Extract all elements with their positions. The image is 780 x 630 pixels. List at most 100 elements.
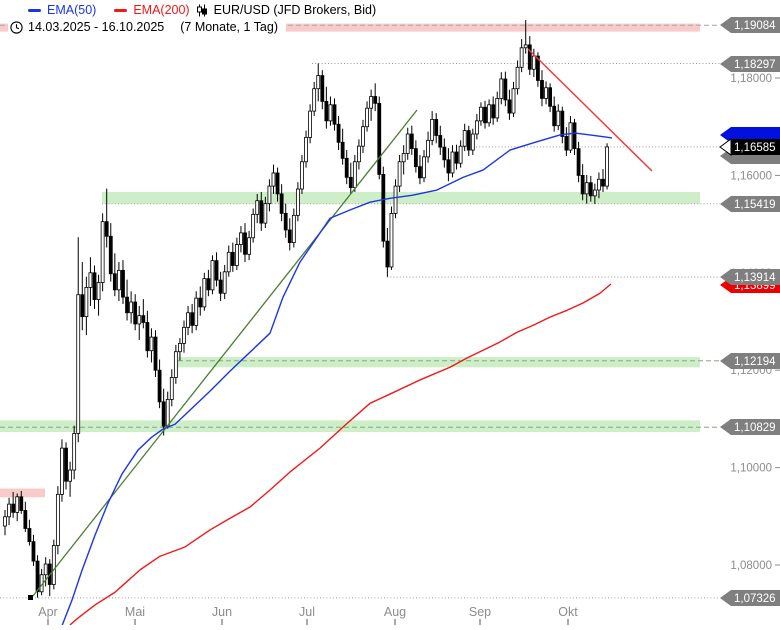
candle-down[interactable] (287, 229, 292, 244)
candle-down[interactable] (11, 503, 16, 513)
candle-up[interactable] (479, 106, 483, 122)
month-label[interactable]: Sep (469, 605, 491, 619)
month-label[interactable]: Aug (384, 605, 406, 619)
ema50-line[interactable] (60, 132, 613, 629)
candle-down[interactable] (104, 221, 109, 237)
candle-down[interactable] (35, 560, 40, 593)
candle-down[interactable] (198, 297, 203, 308)
candle-down[interactable] (527, 44, 532, 70)
candle-down[interactable] (157, 369, 162, 403)
candle-down[interactable] (121, 269, 125, 298)
candle-up[interactable] (291, 214, 296, 244)
candle-down[interactable] (243, 232, 247, 255)
candle-down[interactable] (31, 541, 36, 562)
candle-down[interactable] (259, 200, 264, 224)
candle-down[interactable] (580, 174, 585, 195)
candle-up[interactable] (182, 326, 186, 344)
candle-up[interactable] (487, 104, 491, 124)
candle-down[interactable] (572, 122, 577, 150)
candle-up[interactable] (165, 399, 170, 427)
candle-up[interactable] (100, 221, 105, 283)
candle-up[interactable] (117, 269, 121, 291)
candle-up[interactable] (592, 189, 597, 197)
candle-up[interactable] (568, 122, 573, 151)
ema50-legend-label[interactable]: EMA(50) (47, 3, 97, 17)
month-label[interactable]: Jun (212, 605, 232, 619)
candle-up[interactable] (234, 244, 239, 266)
candle-down[interactable] (340, 141, 345, 159)
candle-up[interactable] (515, 66, 520, 90)
candle-up[interactable] (519, 47, 524, 68)
candle-up[interactable] (3, 516, 7, 527)
candle-up[interactable] (255, 200, 260, 215)
candle-up[interactable] (304, 137, 308, 163)
candle-down[interactable] (320, 75, 325, 102)
candle-down[interactable] (466, 130, 471, 151)
candle-down[interactable] (19, 496, 24, 511)
candle-up[interactable] (247, 237, 251, 255)
candle-down[interactable] (190, 312, 195, 326)
candle-down[interactable] (483, 106, 487, 124)
candle-up[interactable] (194, 297, 199, 326)
candle-down[interactable] (491, 104, 496, 119)
candle-up[interactable] (397, 161, 402, 187)
candle-down[interactable] (434, 118, 439, 136)
candle-up[interactable] (202, 278, 207, 308)
candle-up[interactable] (458, 145, 463, 164)
candle-up[interactable] (462, 130, 467, 147)
candle-down[interactable] (283, 212, 288, 231)
candle-down[interactable] (141, 315, 146, 323)
candle-down[interactable] (377, 102, 382, 175)
candle-up[interactable] (51, 545, 56, 585)
candle-down[interactable] (601, 178, 605, 187)
candle-up[interactable] (173, 351, 178, 378)
candle-down[interactable] (125, 296, 129, 314)
candle-up[interactable] (422, 156, 426, 179)
candle-down[interactable] (409, 133, 414, 150)
candle-up[interactable] (511, 88, 516, 114)
candle-down[interactable] (206, 278, 211, 291)
candle-up[interactable] (389, 212, 394, 268)
candle-down[interactable] (418, 166, 422, 179)
trendline-anchor-handle[interactable] (28, 595, 33, 600)
candle-up[interactable] (43, 563, 48, 576)
candle-down[interactable] (133, 301, 138, 325)
candle-down[interactable] (324, 100, 329, 122)
candle-down[interactable] (80, 294, 85, 318)
candle-down[interactable] (64, 447, 68, 482)
candle-up[interactable] (357, 145, 361, 163)
candle-up[interactable] (60, 447, 64, 495)
candle-up[interactable] (308, 110, 313, 138)
candle-up[interactable] (55, 493, 60, 546)
candle-down[interactable] (446, 159, 451, 174)
candle-up[interactable] (523, 44, 528, 49)
candle-down[interactable] (145, 322, 150, 352)
candle-up[interactable] (369, 96, 374, 109)
candle-up[interactable] (210, 260, 215, 291)
candle-up[interactable] (531, 55, 536, 70)
candle-up[interactable] (68, 469, 72, 482)
candle-down[interactable] (332, 104, 337, 125)
candle-up[interactable] (88, 272, 93, 288)
candle-down[interactable] (552, 105, 557, 127)
month-label[interactable]: Okt (558, 605, 578, 619)
candle-up[interactable] (15, 496, 20, 513)
candle-down[interactable] (214, 260, 219, 281)
candle-down[interactable] (230, 251, 235, 266)
candle-up[interactable] (352, 161, 357, 188)
candle-down[interactable] (27, 528, 32, 543)
candle-down[interactable] (112, 273, 117, 291)
candle-up[interactable] (129, 301, 134, 314)
candle-up[interactable] (393, 185, 398, 214)
candle-up[interactable] (149, 336, 154, 352)
candle-up[interactable] (584, 182, 589, 195)
candle-up[interactable] (312, 88, 317, 112)
candle-up[interactable] (267, 185, 272, 205)
candle-down[interactable] (560, 110, 565, 137)
candle-down[interactable] (576, 148, 581, 176)
candle-down[interactable] (336, 123, 341, 143)
symbol-title[interactable]: EUR/USD (JFD Brokers, Bid) (213, 3, 377, 17)
candle-up[interactable] (72, 433, 77, 471)
candle-up[interactable] (169, 377, 174, 400)
candle-down[interactable] (454, 151, 459, 164)
